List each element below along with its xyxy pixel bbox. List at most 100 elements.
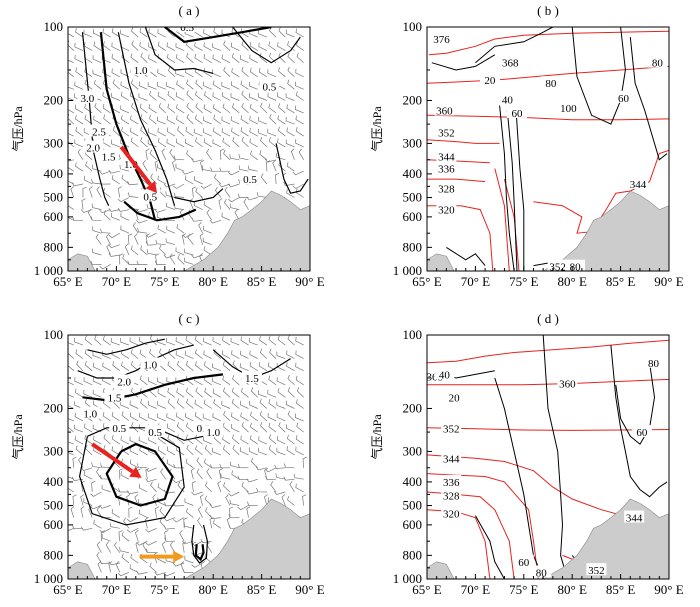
barb-0-162: [120, 105, 130, 114]
barb-2-316: [101, 484, 111, 493]
ytick-label-3-5: 600: [403, 517, 423, 532]
barb-2-249: [204, 444, 212, 456]
barb-0-414: [182, 232, 194, 238]
barb-0-418: [105, 233, 111, 245]
barb-0-359: [256, 192, 267, 198]
barb-2-242: [139, 446, 148, 456]
barb-2-211: [93, 435, 102, 445]
barb-2-76: [286, 362, 295, 372]
barb-0-369: [108, 208, 120, 212]
rh-label-1-1-bg: [497, 92, 518, 105]
barb-2-59: [130, 360, 139, 371]
barb-0-47: [258, 42, 268, 51]
barb-0-224: [212, 127, 222, 137]
barb-2-258: [286, 446, 295, 456]
barb-2-163: [129, 412, 139, 422]
rh-line-3-6: [615, 362, 656, 445]
barb-2-216: [138, 436, 148, 445]
barb-0-426: [182, 233, 186, 245]
theta-label-1-7-bg: [436, 202, 457, 215]
contour-line-0-7: [123, 200, 197, 222]
xtick-label-1-5: 90° E: [654, 274, 683, 289]
barb-2-50: [286, 350, 295, 359]
barb-0-294: [142, 160, 148, 172]
barb-0-61: [148, 54, 157, 64]
barb-2-160: [102, 411, 111, 422]
barb-0-27: [74, 42, 84, 51]
barb-0-431: [106, 243, 111, 256]
barb-2-148: [231, 398, 240, 409]
theta-label-1-1-bg: [500, 55, 521, 68]
barb-2-73: [258, 362, 268, 371]
barb-2-65: [185, 361, 194, 371]
barb-0-231: [277, 126, 286, 137]
barb-2-337: [295, 483, 304, 493]
y-axis-label-2: 气压/hPa: [10, 414, 25, 460]
barb-0-451: [169, 253, 176, 265]
barb-0-56: [101, 55, 111, 64]
barb-2-333: [256, 487, 267, 493]
barb-0-73: [259, 53, 268, 63]
barb-2-372: [138, 509, 148, 518]
barb-2-235: [75, 445, 84, 456]
barb-2-328: [217, 480, 222, 493]
xtick-label-3-0: 65° E: [412, 582, 441, 597]
barb-2-283: [274, 464, 286, 469]
barb-0-31: [111, 42, 120, 51]
ytick-label-0-7: 1 000: [34, 263, 63, 278]
barb-0-64: [176, 54, 185, 63]
barb-2-442: [204, 553, 212, 564]
barb-2-431: [99, 559, 111, 564]
barb-0-271: [169, 148, 176, 161]
barb-0-176: [249, 103, 258, 114]
barb-0-24: [285, 29, 295, 38]
barb-2-125: [258, 390, 268, 398]
ytick-label-0-4: 500: [44, 190, 64, 205]
barb-2-445: [115, 561, 121, 573]
barb-0-343: [117, 186, 122, 198]
barb-0-439: [175, 247, 185, 256]
barb-0-9: [148, 28, 157, 38]
ytick-label-3-1: 200: [403, 400, 423, 415]
contour-label-0-7-bg: [259, 79, 280, 92]
rh-label-1-2: 60: [512, 108, 524, 120]
barb-0-245: [166, 138, 176, 148]
contour-line-2-1: [82, 373, 224, 402]
barb-0-318: [121, 174, 130, 185]
barb-2-193: [166, 423, 176, 433]
barb-2-202: [249, 422, 258, 433]
barb-2-195: [185, 422, 194, 433]
contour-line-0-4: [164, 27, 272, 43]
barb-2-288: [83, 471, 93, 480]
contour-label-0-9: 0.5: [143, 191, 157, 203]
barb-2-398: [197, 517, 203, 529]
barb-2-172: [212, 412, 222, 422]
xtick-label-2-4: 85° E: [247, 582, 276, 597]
barb-2-250: [212, 447, 222, 456]
barb-0-286: [68, 166, 74, 172]
barb-0-196: [194, 114, 203, 125]
barb-0-205: [277, 115, 286, 125]
barb-2-263: [91, 462, 102, 469]
barb-2-441: [191, 562, 203, 568]
barb-2-257: [276, 447, 286, 456]
plot-frame-2: [67, 334, 311, 580]
barb-2-228: [249, 435, 258, 445]
barb-0-44: [230, 42, 240, 51]
wind-barbs-0: [68, 27, 305, 270]
barb-0-338: [70, 186, 75, 198]
barb-0-398: [191, 217, 203, 222]
barb-0-203: [258, 116, 268, 125]
barb-0-75: [278, 52, 286, 63]
barb-0-415: [198, 221, 203, 234]
barb-2-391: [126, 527, 139, 533]
barb-0-378: [194, 201, 203, 210]
theta-label-1-8: 344: [630, 179, 647, 191]
barb-0-149: [241, 90, 249, 101]
barb-2-139: [147, 400, 157, 409]
barb-0-218: [157, 127, 166, 137]
barb-0-148: [230, 93, 240, 101]
barb-2-305: [237, 475, 249, 481]
barb-0-204: [269, 114, 277, 125]
barb-2-422: [142, 541, 148, 553]
